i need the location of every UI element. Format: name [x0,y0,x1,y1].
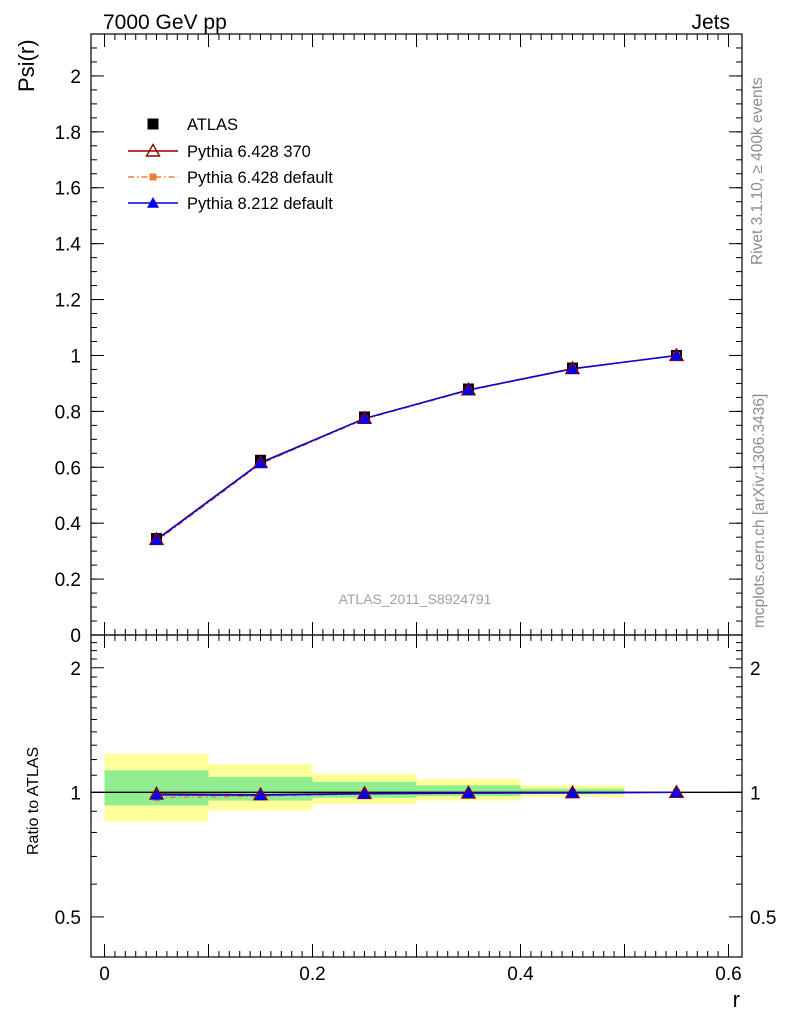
main-point-p8_default [254,457,267,468]
legend-label-atlas: ATLAS [187,116,238,134]
main-ytick-label: 0.4 [55,514,82,535]
ratio-ytick-label-left: 0.5 [55,908,81,929]
main-point-p8_default [566,362,579,374]
ratio-ytick-label-left: 1 [70,783,81,804]
main-series-group [148,347,685,546]
ratio-point-p8_default [462,787,475,799]
ratio-axes: 0.5 0.5 1 1 2 2 0 0.2 0.4 0.6 [55,634,776,985]
ratio-xtick-label: 0.2 [299,964,325,985]
x-axis-label: r [733,987,740,1012]
legend-label-p6_default: Pythia 6.428 default [187,169,333,187]
ratio-point-p6_370 [668,784,685,799]
ratio-point-p8_default [358,787,371,799]
main-ytick-label: 1.2 [55,291,81,312]
ratio-ytick-label-right: 0.5 [750,908,776,929]
ratio-xtick-label: 0 [99,964,110,985]
ratio-ytick-label-right: 2 [750,659,761,680]
legend-marker-p6_370 [145,143,161,157]
ratio-ylabel: Ratio to ATLAS [25,747,42,855]
main-ytick-label: 0.2 [55,570,81,591]
main-ytick-label: 0.8 [55,402,81,423]
ratio-xtick-label: 0.6 [715,964,741,985]
legend-marker-atlas [147,118,159,130]
main-ylabel: Psi(r) [14,39,39,92]
main-point-p6_370 [668,347,685,362]
legend-label-p6_370: Pythia 6.428 370 [187,143,311,161]
ratio-ytick-label-right: 1 [750,783,761,804]
ratio-point-p6_370 [564,784,581,799]
rivet-label: Rivet 3.1.10, ≥ 400k events [749,77,766,265]
main-ytick-label: 0 [70,626,81,647]
main-point-p8_default [462,384,475,395]
legend-label-p8_default: Pythia 8.212 default [187,195,333,213]
ratio-series-group [148,784,685,802]
ratio-point-p8_default [254,789,267,801]
main-point-p8_default [670,349,683,361]
watermark-label: ATLAS_2011_S8924791 [339,591,492,607]
ratio-xtick-label: 0.4 [507,964,534,985]
main-ytick-label: 2 [70,67,81,88]
legend-marker-p8_default [147,197,159,208]
ratio-point-p8_default [566,786,579,798]
main-line-p6_default [156,354,677,542]
main-line-p6_370 [156,354,677,540]
header-left-title: 7000 GeV pp [103,11,227,34]
ratio-panel: 0.5 0.5 1 1 2 2 0 0.2 0.4 0.6 Ratio to ATLAS r [25,634,776,1012]
header-right-title: Jets [691,11,730,34]
legend: ATLAS Pythia 6.428 370 Pythia 6.428 defaul… [128,116,333,213]
ratio-point-p8_default [150,788,163,800]
main-ytick-label: 1 [70,346,81,367]
ratio-line-p8_default [156,791,677,796]
ratio-uncertainty-bands [91,753,742,822]
main-point-p8_default [150,533,163,545]
ratio-ytick-label-left: 2 [70,659,81,680]
main-ytick-label: 1.8 [55,123,81,144]
main-axes: 0 0.2 0.4 0.6 0.8 1 1.2 1.4 1.6 1.8 2 [55,33,743,647]
legend-marker-p6_default [149,173,157,181]
main-ytick-label: 0.6 [55,458,81,479]
main-panel: 0 0.2 0.4 0.6 0.8 1 1.2 1.4 1.6 1.8 2 Psi(r) ATLAS… [14,33,743,647]
main-ytick-label: 1.6 [55,179,81,200]
main-line-p8_default [156,354,677,541]
main-ytick-label: 1.4 [55,235,82,256]
mcplots-label: mcplots.cern.ch [arXiv:1306.3436] [751,394,768,628]
main-point-p8_default [358,412,371,424]
ratio-point-p8_default [670,786,683,798]
